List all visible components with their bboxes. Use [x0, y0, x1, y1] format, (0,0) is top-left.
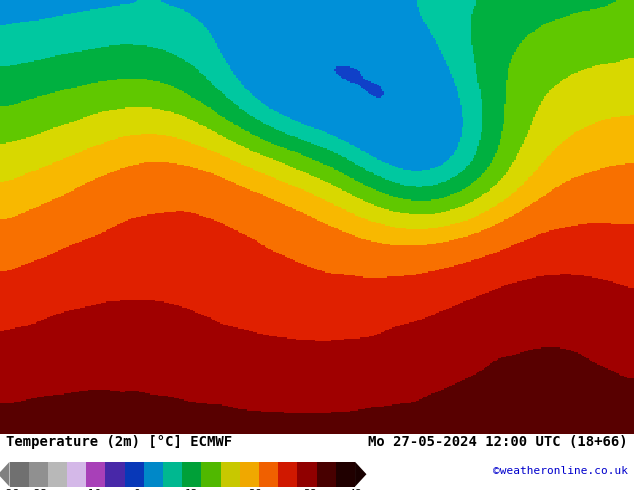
- Bar: [125, 462, 144, 487]
- Text: 48: 48: [348, 489, 362, 490]
- FancyArrow shape: [0, 462, 10, 487]
- FancyArrow shape: [355, 462, 366, 487]
- Bar: [163, 462, 183, 487]
- Bar: [10, 462, 29, 487]
- Text: ©weatheronline.co.uk: ©weatheronline.co.uk: [493, 466, 628, 476]
- Bar: [144, 462, 163, 487]
- Text: -10: -10: [81, 489, 101, 490]
- Bar: [202, 462, 221, 487]
- Bar: [48, 462, 67, 487]
- Bar: [183, 462, 202, 487]
- Text: Temperature (2m) [°C] ECMWF: Temperature (2m) [°C] ECMWF: [6, 435, 233, 449]
- Text: Mo 27-05-2024 12:00 UTC (18+66): Mo 27-05-2024 12:00 UTC (18+66): [368, 435, 628, 449]
- Text: -22: -22: [27, 489, 47, 490]
- Bar: [259, 462, 278, 487]
- Bar: [105, 462, 125, 487]
- Bar: [278, 462, 297, 487]
- Text: 38: 38: [303, 489, 316, 490]
- Bar: [316, 462, 336, 487]
- Text: 26: 26: [249, 489, 262, 490]
- Bar: [29, 462, 48, 487]
- Bar: [336, 462, 355, 487]
- Text: 12: 12: [184, 489, 198, 490]
- Bar: [86, 462, 105, 487]
- Bar: [297, 462, 316, 487]
- Bar: [67, 462, 86, 487]
- Text: -28: -28: [0, 489, 20, 490]
- Bar: [221, 462, 240, 487]
- Text: 0: 0: [133, 489, 140, 490]
- Bar: [240, 462, 259, 487]
